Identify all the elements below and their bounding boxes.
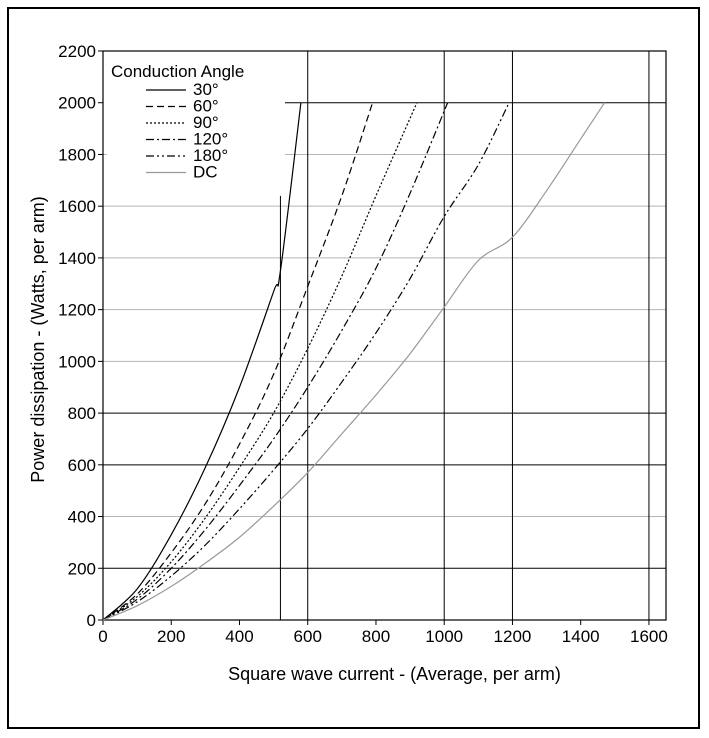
legend-label-3: 90° (193, 113, 219, 132)
x-tick-label: 1200 (494, 627, 532, 646)
y-tick-label: 1400 (58, 249, 96, 268)
y-tick-label: 2200 (58, 42, 96, 61)
legend-label-4: 120° (193, 130, 228, 149)
legend-box (107, 60, 285, 192)
y-tick-label: 1200 (58, 301, 96, 320)
y-tick-label: 200 (68, 559, 96, 578)
y-tick-label: 600 (68, 456, 96, 475)
y-axis-title: Power dissipation - (Watts, per arm) (28, 196, 48, 482)
x-tick-label: 800 (362, 627, 390, 646)
x-axis-title: Square wave current - (Average, per arm) (228, 664, 561, 684)
y-tick-label: 0 (87, 611, 96, 630)
y-tick-label: 1800 (58, 145, 96, 164)
series-line-3 (102, 102, 418, 621)
series-line-1 (102, 102, 302, 621)
y-tick-label: 1000 (58, 352, 96, 371)
plot-border (102, 50, 667, 621)
x-tick-label: 1000 (425, 627, 463, 646)
legend-label-6: DC (193, 163, 218, 182)
legend-title: Conduction Angle (111, 62, 244, 81)
x-tick-label: 1400 (562, 627, 600, 646)
series-lines (102, 102, 606, 621)
x-tick-label: 600 (294, 627, 322, 646)
y-tick-label: 400 (68, 508, 96, 527)
grid (103, 51, 666, 620)
legend-label-5: 180° (193, 146, 228, 165)
legend-label-1: 30° (193, 80, 219, 99)
axes: 0 200 400 600 800 1000 1200 1400 1600 0 200 400 600 8… (58, 42, 668, 646)
y-tick-label: 800 (68, 404, 96, 423)
x-tick-label: 0 (98, 627, 107, 646)
series-line-2 (102, 102, 374, 621)
y-tick-label: 2000 (58, 94, 96, 113)
x-tick-label: 200 (157, 627, 185, 646)
legend-label-2: 60° (193, 97, 219, 116)
series-line-4 (102, 102, 449, 621)
x-tick-label: 1600 (630, 627, 668, 646)
x-tick-label: 400 (225, 627, 253, 646)
y-tick-label: 1600 (58, 197, 96, 216)
series-line-6 (102, 102, 606, 621)
